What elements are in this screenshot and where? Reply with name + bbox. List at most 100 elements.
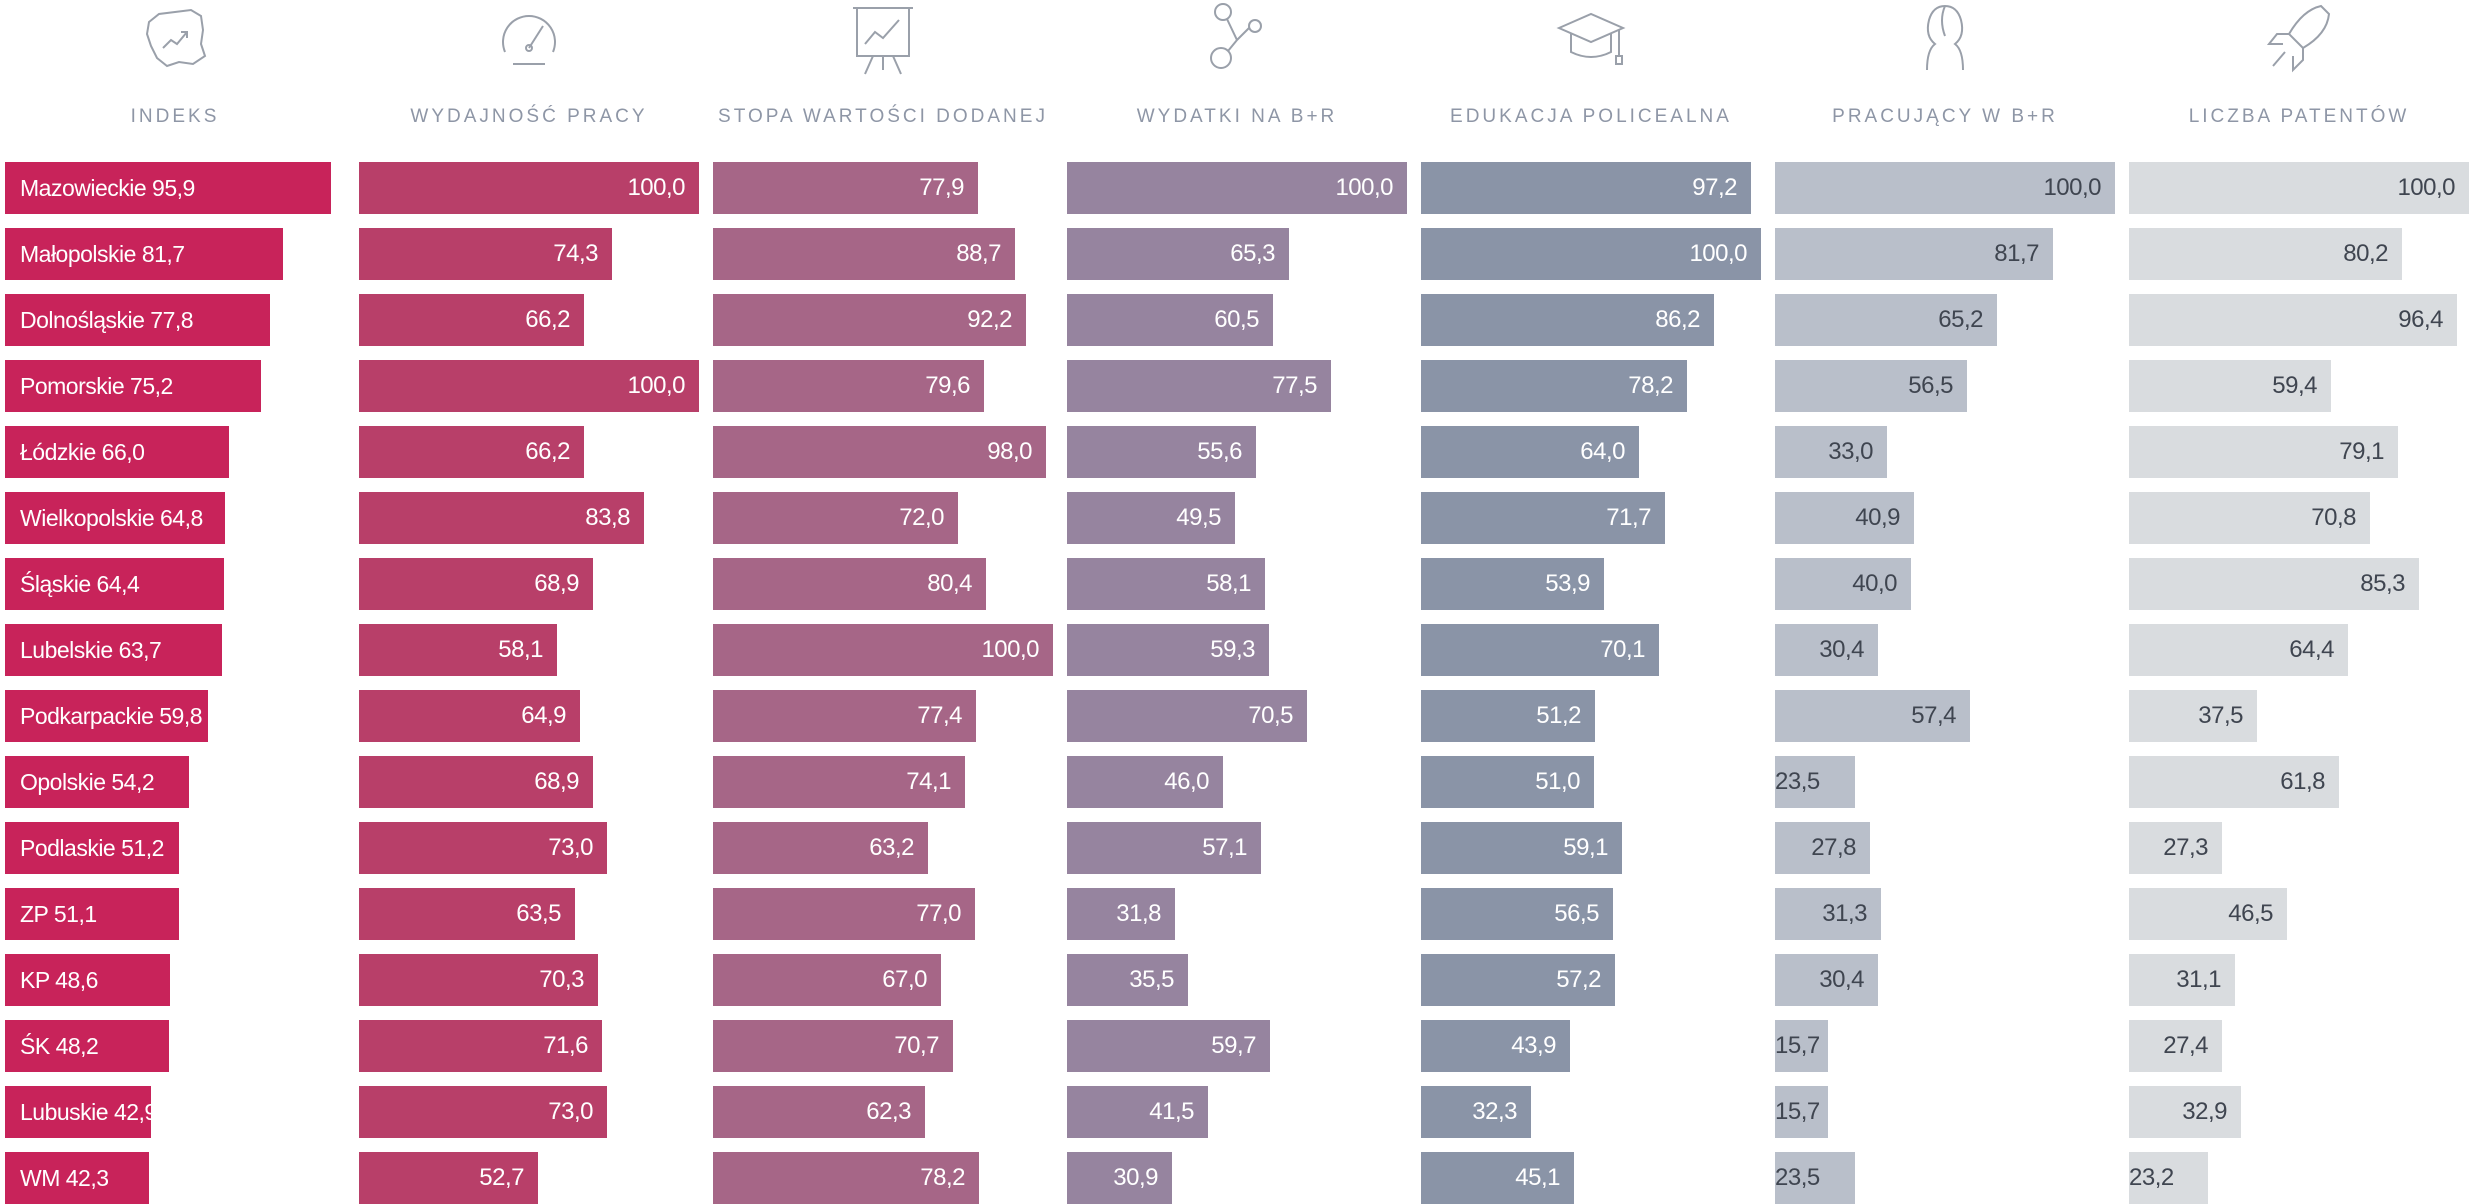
- data-label-wydajnosc-pracy: 83,8: [585, 504, 630, 531]
- presentation-board-icon: [713, 0, 1053, 78]
- bar-stopa-wartosci-dodanej: [713, 1086, 925, 1138]
- bar-liczba-patentow: [2129, 1020, 2222, 1072]
- bar-stopa-wartosci-dodanej: [713, 954, 941, 1006]
- data-label-wydajnosc-pracy: 100,0: [627, 372, 685, 399]
- bar-edukacja-policealna: [1421, 888, 1613, 940]
- data-label-stopa-wartosci-dodanej: 74,1: [906, 768, 951, 795]
- data-label-liczba-patentow: 96,4: [2398, 306, 2443, 333]
- data-label-wydajnosc-pracy: 52,7: [479, 1164, 524, 1191]
- bar-pracujacy-w-b-r: [1775, 756, 1855, 808]
- bar-stopa-wartosci-dodanej: [713, 690, 976, 742]
- data-label-stopa-wartosci-dodanej: 67,0: [882, 966, 927, 993]
- data-label-stopa-wartosci-dodanej: 62,3: [866, 1098, 911, 1125]
- data-label-pracujacy-w-b-r: 65,2: [1938, 306, 1983, 333]
- bar-edukacja-policealna: [1421, 162, 1751, 214]
- data-label-indeks: Mazowieckie 95,9: [20, 175, 195, 201]
- data-label-indeks: Lubuskie 42,9: [20, 1099, 157, 1125]
- data-label-edukacja-policealna: 53,9: [1545, 570, 1590, 597]
- data-label-indeks: Podlaskie 51,2: [20, 835, 164, 861]
- bar-liczba-patentow: [2129, 1086, 2241, 1138]
- bar-wydajnosc-pracy: [359, 822, 607, 874]
- data-label-stopa-wartosci-dodanej: 98,0: [987, 438, 1032, 465]
- speedometer-icon: [359, 0, 699, 78]
- data-label-pracujacy-w-b-r: 33,0: [1828, 438, 1873, 465]
- data-label-edukacja-policealna: 56,5: [1554, 900, 1599, 927]
- bar-edukacja-policealna: [1421, 1020, 1570, 1072]
- bar-liczba-patentow: [2129, 558, 2419, 610]
- data-label-liczba-patentow: 59,4: [2272, 372, 2317, 399]
- data-label-stopa-wartosci-dodanej: 77,4: [917, 702, 962, 729]
- bar-wydajnosc-pracy: [359, 426, 584, 478]
- data-label-liczba-patentow: 85,3: [2360, 570, 2405, 597]
- bar-stopa-wartosci-dodanej: [713, 1020, 953, 1072]
- bar-wydajnosc-pracy: [359, 690, 580, 742]
- data-label-edukacja-policealna: 71,7: [1606, 504, 1651, 531]
- bar-edukacja-policealna: [1421, 294, 1714, 346]
- column-header-pracujacy-w-b-r: PRACUJĄCY W B+R: [1832, 106, 2058, 127]
- bar-edukacja-policealna: [1421, 822, 1622, 874]
- bar-edukacja-policealna: [1421, 756, 1594, 808]
- data-label-wydajnosc-pracy: 64,9: [521, 702, 566, 729]
- bar-stopa-wartosci-dodanej: [713, 756, 965, 808]
- bar-indeks: [5, 492, 225, 544]
- data-label-edukacja-policealna: 70,1: [1600, 636, 1645, 663]
- bar-stopa-wartosci-dodanej: [713, 294, 1026, 346]
- bar-pracujacy-w-b-r: [1775, 1086, 1828, 1138]
- bar-wydajnosc-pracy: [359, 954, 598, 1006]
- data-label-edukacja-policealna: 100,0: [1689, 240, 1747, 267]
- data-label-pracujacy-w-b-r: 31,3: [1822, 900, 1867, 927]
- bar-indeks: [5, 624, 222, 676]
- data-label-stopa-wartosci-dodanej: 92,2: [967, 306, 1012, 333]
- data-label-edukacja-policealna: 64,0: [1580, 438, 1625, 465]
- data-label-wydatki-na-b-r: 30,9: [1113, 1164, 1158, 1191]
- data-label-wydatki-na-b-r: 35,5: [1129, 966, 1174, 993]
- bar-stopa-wartosci-dodanej: [713, 162, 978, 214]
- data-label-pracujacy-w-b-r: 100,0: [2043, 174, 2101, 201]
- data-label-liczba-patentow: 64,4: [2289, 636, 2334, 663]
- bar-edukacja-policealna: [1421, 558, 1604, 610]
- bar-edukacja-policealna: [1421, 426, 1639, 478]
- data-label-stopa-wartosci-dodanej: 72,0: [899, 504, 944, 531]
- bar-edukacja-policealna: [1421, 1086, 1531, 1138]
- bar-edukacja-policealna: [1421, 228, 1761, 280]
- data-label-liczba-patentow: 70,8: [2311, 504, 2356, 531]
- data-label-wydatki-na-b-r: 70,5: [1248, 702, 1293, 729]
- data-label-wydatki-na-b-r: 46,0: [1164, 768, 1209, 795]
- data-label-pracujacy-w-b-r: 57,4: [1911, 702, 1956, 729]
- bar-stopa-wartosci-dodanej: [713, 426, 1046, 478]
- bar-indeks: [5, 162, 331, 214]
- data-label-stopa-wartosci-dodanej: 88,7: [956, 240, 1001, 267]
- data-label-wydajnosc-pracy: 66,2: [525, 306, 570, 333]
- data-label-pracujacy-w-b-r: 23,5: [1775, 1164, 1820, 1191]
- data-label-edukacja-policealna: 32,3: [1472, 1098, 1517, 1125]
- bar-indeks: [5, 228, 283, 280]
- data-label-stopa-wartosci-dodanej: 80,4: [927, 570, 972, 597]
- bar-indeks: [5, 954, 170, 1006]
- data-label-indeks: Dolnośląskie 77,8: [20, 307, 194, 333]
- bar-wydatki-na-b-r: [1067, 756, 1223, 808]
- bar-liczba-patentow: [2129, 624, 2348, 676]
- data-label-edukacja-policealna: 51,2: [1536, 702, 1581, 729]
- bar-wydajnosc-pracy: [359, 1152, 538, 1204]
- data-label-liczba-patentow: 27,3: [2163, 834, 2208, 861]
- data-label-liczba-patentow: 32,9: [2182, 1098, 2227, 1125]
- bar-pracujacy-w-b-r: [1775, 426, 1887, 478]
- data-label-liczba-patentow: 23,2: [2129, 1164, 2174, 1191]
- bar-indeks: [5, 294, 270, 346]
- column-header-liczba-patentow: LICZBA PATENTÓW: [2188, 106, 2410, 127]
- bar-wydatki-na-b-r: [1067, 954, 1188, 1006]
- data-label-pracujacy-w-b-r: 30,4: [1819, 636, 1864, 663]
- bar-liczba-patentow: [2129, 1152, 2208, 1204]
- data-label-indeks: Wielkopolskie 64,8: [20, 505, 203, 531]
- bar-pracujacy-w-b-r: [1775, 492, 1914, 544]
- data-label-liczba-patentow: 80,2: [2343, 240, 2388, 267]
- bar-edukacja-policealna: [1421, 690, 1595, 742]
- data-label-edukacja-policealna: 59,1: [1563, 834, 1608, 861]
- bar-liczba-patentow: [2129, 426, 2398, 478]
- bar-wydatki-na-b-r: [1067, 492, 1235, 544]
- data-label-stopa-wartosci-dodanej: 70,7: [894, 1032, 939, 1059]
- bar-pracujacy-w-b-r: [1775, 1020, 1828, 1072]
- bar-wydajnosc-pracy: [359, 1020, 602, 1072]
- data-label-pracujacy-w-b-r: 27,8: [1811, 834, 1856, 861]
- data-label-indeks: KP 48,6: [20, 967, 98, 993]
